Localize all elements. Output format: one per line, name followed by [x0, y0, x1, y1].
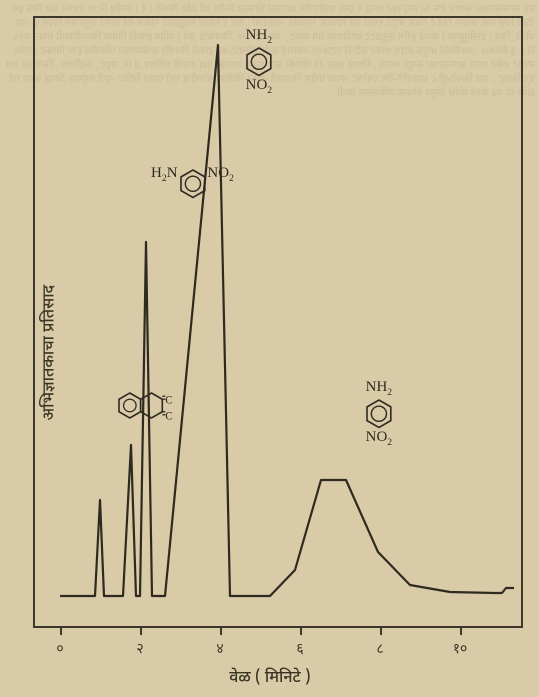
svg-text:O: O — [165, 409, 172, 423]
annotation-meta-nitroaniline: NH2 NO2 — [245, 28, 273, 96]
annotation-ortho-nitroaniline: H2N NO2 — [151, 168, 234, 200]
annotation-para-nitroaniline: NH2 NO2 — [365, 380, 393, 448]
svg-text:O: O — [165, 392, 172, 406]
annotation-naphthoquinone: O O — [99, 386, 172, 425]
chromatogram-curve — [0, 0, 539, 697]
